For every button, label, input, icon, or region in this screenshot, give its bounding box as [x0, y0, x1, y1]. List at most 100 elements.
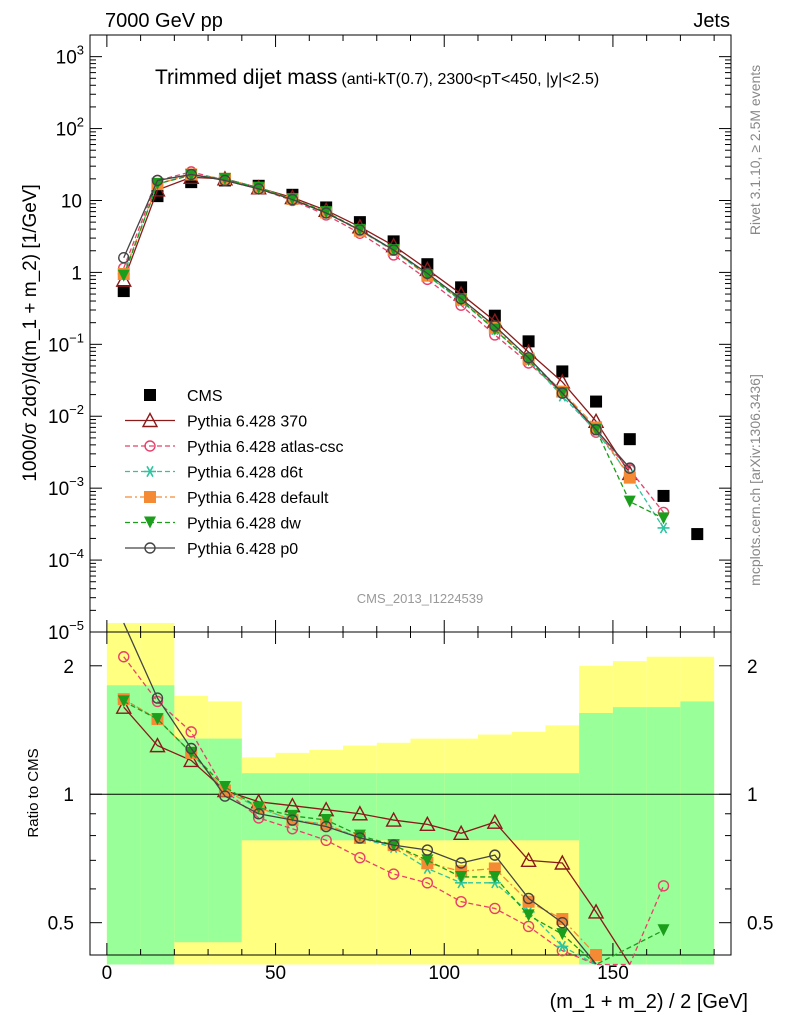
data-point [624, 462, 636, 474]
ratio-point [556, 940, 569, 952]
legend-label: Pythia 6.428 dw [187, 516, 301, 533]
data-point [657, 522, 670, 534]
data-point [387, 244, 400, 256]
band-inner [477, 773, 512, 841]
data-point [623, 471, 636, 484]
header-left: 7000 GeV pp [105, 10, 223, 32]
ratio-line [123, 700, 664, 966]
ratio-y-axis-label: Ratio to CMS [25, 748, 42, 837]
ratio-point [387, 839, 400, 851]
legend-marker [144, 542, 156, 554]
band-inner [579, 713, 613, 965]
ratio-point [354, 852, 366, 864]
data-point [657, 512, 670, 525]
data-point [590, 395, 603, 408]
band-inner [208, 738, 242, 943]
legend-label: Pythia 6.428 d6t [187, 465, 303, 482]
analysis-id: CMS_2013_I1224539 [357, 591, 484, 606]
ratio-line [123, 656, 665, 966]
data-point [488, 323, 501, 336]
data-point [185, 168, 197, 181]
data-point [118, 252, 130, 264]
plot-title: Trimmed dijet mass (anti-kT(0.7), 2300<pT… [155, 66, 599, 89]
ratio-point [452, 824, 470, 840]
header-right: Jets [693, 10, 730, 32]
band-outer [444, 738, 478, 965]
data-point [488, 309, 501, 322]
data-point [185, 169, 198, 182]
ratio-point [522, 892, 535, 905]
ratio-point [353, 829, 366, 842]
band-inner [140, 685, 175, 965]
ratio-line [123, 706, 631, 965]
y-tick-label: 1 [71, 263, 82, 284]
ratio-series-pythia-6-428-p0 [123, 622, 597, 965]
data-point [151, 174, 164, 187]
ratio-point [151, 692, 164, 704]
y-tick-label: 10 [61, 191, 82, 212]
ratio-point [421, 877, 434, 889]
ratio-point [657, 880, 670, 892]
ratio-point [151, 713, 164, 726]
legend-marker [144, 389, 156, 401]
ratio-point [351, 805, 369, 821]
legend-label: Pythia 6.428 p0 [187, 541, 298, 558]
legend-marker [144, 465, 156, 478]
band-outer [410, 738, 445, 965]
ratio-point [185, 742, 197, 755]
data-point [117, 285, 130, 298]
ratio-y-tick-label-right: 1 [747, 785, 758, 806]
series-cms [117, 174, 704, 541]
y-tick-label: 10−3 [48, 474, 84, 500]
side-label-mcplots: mcplots.cern.ch [arXiv:1306.3436] [747, 374, 763, 586]
band-inner [106, 685, 141, 965]
ratio-point [489, 902, 501, 915]
legend-label: Pythia 6.428 default [187, 490, 329, 507]
y-tick-label: 10−2 [48, 402, 84, 428]
band-inner [174, 738, 209, 943]
series-line [123, 173, 631, 469]
ratio-point [117, 695, 130, 708]
ratio-point [421, 854, 434, 867]
data-point [455, 293, 467, 305]
data-point [691, 528, 704, 541]
legend-label: Pythia 6.428 atlas-csc [187, 439, 344, 456]
y-axis-label: 1000/σ 2dσ)/d(m_1 + m_2) [1/GeV] [20, 184, 41, 482]
ratio-point [118, 651, 130, 663]
ratio-point [151, 695, 164, 708]
ratio-point [455, 895, 467, 908]
ratio-point [522, 895, 535, 908]
x-axis-label: (m_1 + m_2) / 2 [GeV] [550, 991, 748, 1013]
data-point [522, 335, 535, 348]
ratio-point [185, 726, 197, 738]
ratio-point [486, 813, 504, 829]
band-inner [376, 773, 411, 841]
legend-marker [144, 516, 156, 529]
ratio-point [354, 832, 366, 844]
data-point [219, 174, 231, 187]
data-point [286, 193, 299, 206]
y-tick-label: 102 [56, 115, 84, 141]
ratio-y-tick-label: 0.5 [48, 914, 74, 935]
x-tick-label: 50 [265, 963, 286, 984]
ratio-point [252, 808, 265, 820]
legend-label: Pythia 6.428 370 [187, 414, 307, 431]
band-inner [511, 773, 546, 841]
data-point [252, 183, 265, 195]
data-point [489, 320, 501, 332]
data-point [151, 177, 164, 190]
data-point [354, 224, 366, 236]
ratio-y-tick-label-right: 2 [747, 657, 758, 678]
ratio-point [587, 903, 605, 919]
ratio-point [219, 790, 231, 802]
ratio-point [286, 814, 299, 826]
ratio-y-tick-label: 1 [63, 785, 74, 806]
ratio-series-pythia-6-428-dw [117, 695, 670, 966]
data-point [522, 352, 535, 364]
y-tick-label: 10−1 [48, 330, 84, 356]
legend-marker [144, 440, 156, 452]
ratio-point [455, 857, 467, 869]
ratio-point [590, 949, 603, 961]
ratio-point [522, 909, 535, 922]
